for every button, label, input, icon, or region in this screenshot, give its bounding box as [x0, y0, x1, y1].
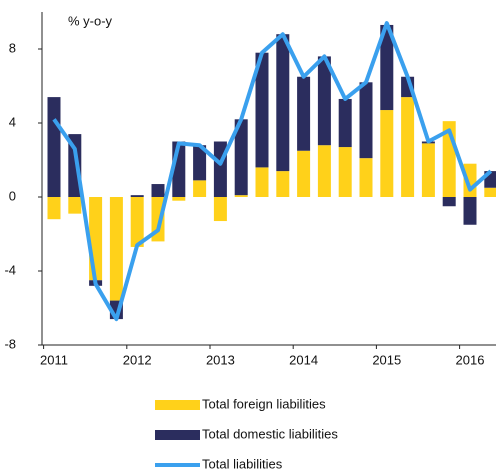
legend-swatch	[155, 430, 200, 440]
y-axis-label: % y-o-y	[68, 13, 113, 28]
bar	[463, 197, 477, 225]
x-tick-label: 2015	[372, 352, 401, 367]
bar	[276, 171, 290, 197]
bar	[297, 150, 311, 197]
bar	[47, 97, 61, 197]
bar	[359, 82, 373, 159]
bar	[484, 171, 496, 188]
y-tick-label: 8	[9, 40, 16, 55]
bar	[338, 98, 352, 148]
x-tick-label: 2016	[456, 352, 485, 367]
bar	[172, 197, 186, 201]
bar	[89, 197, 103, 281]
bar	[421, 143, 435, 197]
x-tick-label: 2013	[206, 352, 235, 367]
y-tick-label: 0	[9, 188, 16, 203]
bar	[276, 34, 290, 172]
bar	[297, 76, 311, 151]
bar	[109, 197, 123, 301]
bar	[130, 197, 144, 247]
x-tick-label: 2012	[123, 352, 152, 367]
bar	[442, 197, 456, 207]
bar	[234, 119, 248, 196]
bar	[380, 110, 394, 197]
legend-label: Total foreign liabilities	[202, 396, 326, 411]
bar	[255, 52, 269, 168]
bar	[380, 24, 394, 111]
bar	[484, 187, 496, 197]
legend-label: Total liabilities	[202, 456, 283, 471]
x-tick-label: 2011	[40, 352, 68, 367]
line	[52, 21, 493, 322]
bar	[47, 197, 61, 220]
bar	[317, 145, 331, 197]
bar	[317, 56, 331, 146]
bar	[130, 195, 144, 197]
bar	[338, 147, 352, 197]
y-tick-label: -4	[4, 262, 16, 277]
legend-label: Total domestic liabilities	[202, 426, 338, 441]
y-tick-label: -8	[4, 336, 16, 351]
bar	[401, 97, 415, 197]
bar	[68, 197, 82, 214]
x-tick-label: 2014	[289, 352, 318, 367]
legend-swatch	[155, 400, 200, 410]
bar	[193, 145, 207, 181]
bar	[255, 167, 269, 197]
bar	[234, 195, 248, 197]
bar	[151, 184, 165, 197]
bar	[213, 197, 227, 222]
bar	[193, 180, 207, 197]
y-tick-label: 4	[9, 114, 16, 129]
bar	[359, 158, 373, 197]
